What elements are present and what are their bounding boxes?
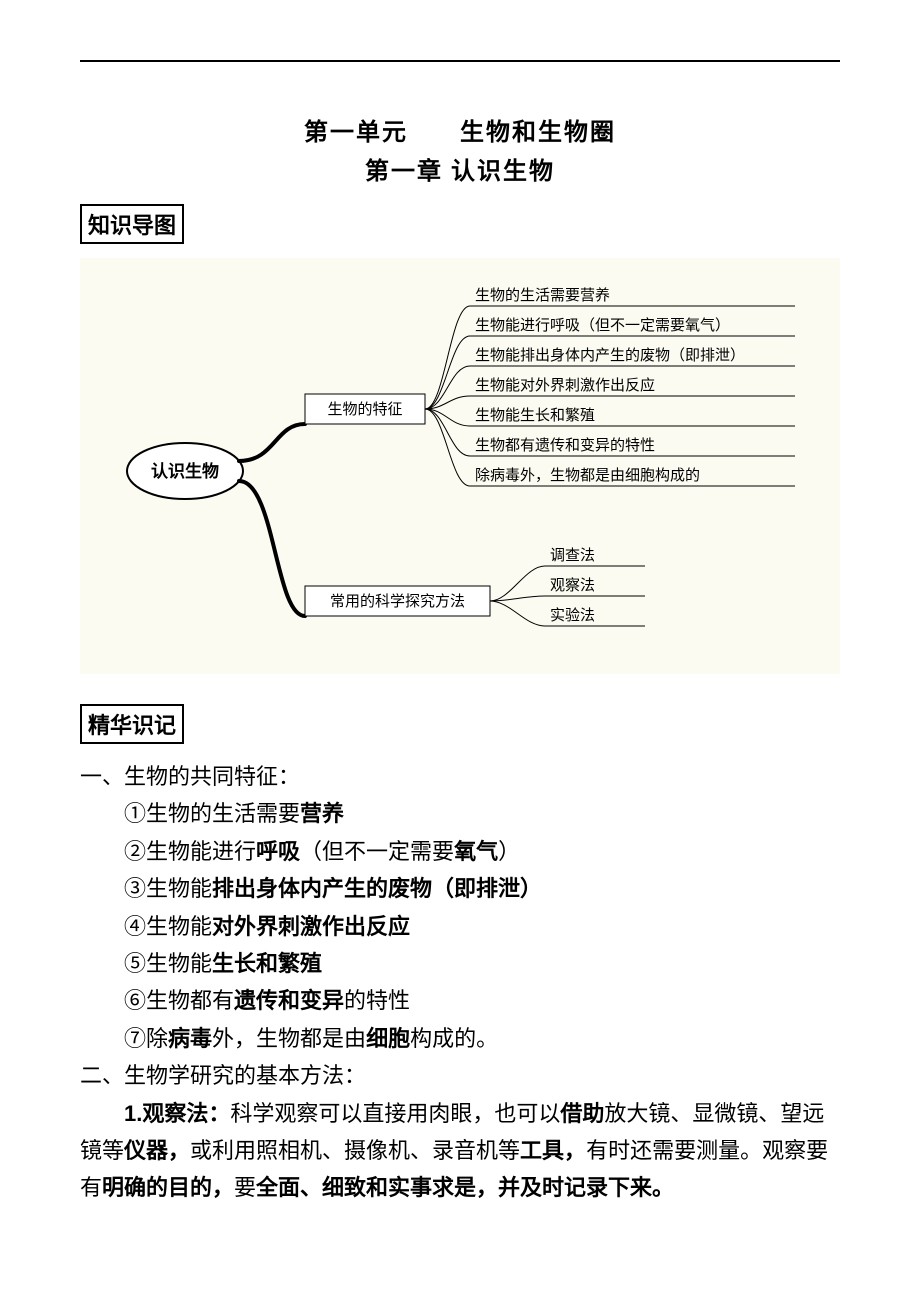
method-leaf: 实验法: [550, 607, 595, 624]
curve-to-features: [239, 424, 305, 461]
feature-text: ④: [124, 914, 146, 939]
feature-list: ①生物的生活需要营养②生物能进行呼吸（但不一定需要氧气）③生物能排出身体内产生的…: [80, 795, 840, 1057]
feature-text: ③: [124, 876, 146, 901]
leaf-connector: [490, 596, 545, 601]
m1-seg1: 科学观察可以直接用肉眼，也可以: [230, 1101, 560, 1126]
m1-seg5: 要: [234, 1175, 256, 1200]
feature-item: ⑤生物能生长和繁殖: [80, 945, 840, 982]
feature-leaf: 生物能排出身体内产生的废物（即排泄）: [475, 347, 745, 364]
m1-b5: 全面、细致和实事求是，并及时记录下来。: [256, 1175, 674, 1200]
concept-map-panel: 认识生物 生物的特征常用的科学探究方法 生物的生活需要营养生物能进行呼吸（但不一定需…: [80, 258, 840, 674]
unit-title: 第一单元 生物和生物圈: [80, 112, 840, 147]
curve-to-methods: [239, 481, 305, 616]
chapter-title: 第一章 认识生物: [80, 151, 840, 186]
mid-node-label: 生物的特征: [327, 401, 402, 418]
feature-text: 生物都有: [146, 988, 234, 1013]
leaf-connector: [490, 601, 545, 626]
feature-item: ⑥生物都有遗传和变异的特性: [80, 982, 840, 1019]
essence-body: 一、生物的共同特征： ①生物的生活需要营养②生物能进行呼吸（但不一定需要氧气）③…: [80, 758, 840, 1207]
m1-b4: 明确的目的，: [102, 1175, 234, 1200]
feature-item: ③生物能排出身体内产生的废物（即排泄）: [80, 870, 840, 907]
feature-bold: 病毒: [168, 1026, 212, 1051]
feature-text: 生物能: [146, 951, 212, 976]
feature-text: ②: [124, 839, 146, 864]
feature-text: 外，生物都是由: [212, 1026, 366, 1051]
feature-text: ①: [124, 801, 146, 826]
root-label: 认识生物: [151, 461, 219, 481]
feature-bold: 营养: [300, 801, 344, 826]
m1-b2: 仪器，: [124, 1138, 190, 1163]
feature-text: （但不一定需要: [300, 839, 454, 864]
title-block: 第一单元 生物和生物圈 第一章 认识生物: [80, 112, 840, 186]
feature-text: 生物的生活需要: [146, 801, 300, 826]
feature-bold: 氧气: [454, 839, 498, 864]
leaf-connector: [425, 336, 470, 409]
feature-item: ⑦除病毒外，生物都是由细胞构成的。: [80, 1020, 840, 1057]
concept-map-svg: 认识生物 生物的特征常用的科学探究方法 生物的生活需要营养生物能进行呼吸（但不一定需…: [80, 276, 840, 656]
method-leaf: 调查法: [550, 547, 595, 564]
m1-b3: 工具，: [520, 1138, 586, 1163]
feature-bold: 细胞: [366, 1026, 410, 1051]
feature-bold: 呼吸: [256, 839, 300, 864]
feature-text: 生物能: [146, 876, 212, 901]
feature-text: ⑤: [124, 951, 146, 976]
method1-num: 1.: [124, 1101, 142, 1126]
page: 第一单元 生物和生物圈 第一章 认识生物 知识导图 认识生物 生物的特征常用的科学…: [0, 0, 920, 1247]
feature-text: 的特性: [344, 988, 410, 1013]
feature-text: 除: [146, 1026, 168, 1051]
heading-essence: 精华识记: [80, 704, 184, 744]
leaf-connector: [425, 306, 470, 409]
feature-text: ⑥: [124, 988, 146, 1013]
method1-name: 观察法：: [142, 1101, 230, 1126]
feature-text: 构成的。: [410, 1026, 498, 1051]
feature-leaf: 生物能对外界刺激作出反应: [475, 376, 655, 394]
feature-text: ⑦: [124, 1026, 146, 1051]
feature-item: ②生物能进行呼吸（但不一定需要氧气）: [80, 833, 840, 870]
feature-bold: 对外界刺激作出反应: [212, 914, 410, 939]
method1-paragraph: 1.观察法：科学观察可以直接用肉眼，也可以借助放大镜、显微镜、望远镜等仪器，或利…: [80, 1095, 840, 1207]
heading-map: 知识导图: [80, 204, 184, 244]
method-leaf: 观察法: [550, 576, 595, 594]
feature-item: ①生物的生活需要营养: [80, 795, 840, 832]
feature-leaf: 生物能生长和繁殖: [475, 407, 595, 424]
feature-text: 生物能进行: [146, 839, 256, 864]
leaf-connector: [490, 566, 545, 601]
mid-node-label: 常用的科学探究方法: [330, 593, 465, 610]
leaf-connector: [425, 409, 470, 486]
top-rule: [80, 60, 840, 62]
m1-seg3: 或利用照相机、摄像机、录音机等: [190, 1138, 520, 1163]
feature-bold: 排出身体内产生的废物（即排泄）: [212, 876, 542, 901]
feature-item: ④生物能对外界刺激作出反应: [80, 908, 840, 945]
feature-leaf: 生物都有遗传和变异的特性: [475, 437, 655, 454]
feature-leaf: 生物的生活需要营养: [475, 287, 610, 304]
feature-text: 生物能: [146, 914, 212, 939]
feature-leaf: 生物能进行呼吸（但不一定需要氧气）: [475, 317, 730, 334]
feature-bold: 遗传和变异: [234, 988, 344, 1013]
feature-bold: 生长和繁殖: [212, 951, 322, 976]
sec1-title: 一、生物的共同特征：: [80, 758, 840, 795]
feature-leaf: 除病毒外，生物都是由细胞构成的: [475, 467, 700, 484]
m1-b1: 借助: [560, 1101, 604, 1126]
sec2-title: 二、生物学研究的基本方法：: [80, 1057, 840, 1094]
feature-text: ）: [498, 839, 520, 864]
